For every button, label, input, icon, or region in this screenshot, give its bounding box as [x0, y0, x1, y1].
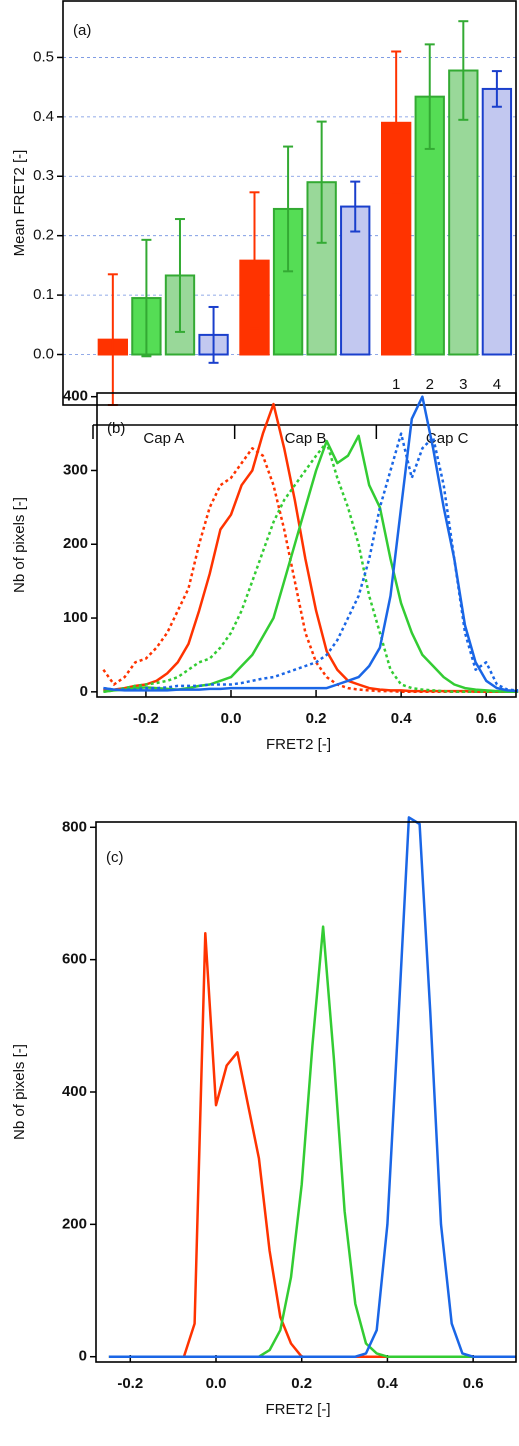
y-tick-label: 600 — [62, 951, 87, 968]
series-label: 1 — [392, 376, 400, 393]
y-tick-label: 800 — [62, 818, 87, 835]
series-label: 4 — [493, 376, 501, 393]
x-tick-label: 0.4 — [391, 710, 413, 727]
panel-label: (a) — [73, 22, 91, 39]
y-tick-label: 0 — [80, 683, 88, 700]
series-label: 2 — [426, 376, 434, 393]
data-line — [108, 931, 516, 1358]
x-tick-label: 0.6 — [463, 1375, 484, 1392]
data-line — [102, 447, 519, 694]
data-line — [103, 402, 519, 694]
bar — [481, 87, 513, 356]
x-tick-label: 0.4 — [377, 1375, 399, 1392]
y-axis-label: Nb of pixels [-] — [11, 497, 28, 593]
plot-frame — [96, 392, 517, 698]
y-tick-label: 400 — [63, 388, 88, 405]
x-tick-label: 0.0 — [221, 710, 242, 727]
x-tick-label: -0.2 — [117, 1375, 143, 1392]
x-axis-label: FRET2 [-] — [266, 736, 331, 753]
y-tick-label: 0.3 — [33, 167, 54, 184]
y-tick-label: 400 — [62, 1083, 87, 1100]
y-tick-label: 0.4 — [33, 108, 54, 125]
x-tick-label: 0.2 — [306, 710, 327, 727]
y-axis-label: Nb of pixels [-] — [11, 1044, 28, 1140]
y-tick-label: 0 — [79, 1348, 87, 1365]
x-tick-label: -0.2 — [133, 710, 159, 727]
data-line — [103, 395, 519, 693]
plot-frame — [62, 0, 517, 406]
y-tick-label: 300 — [63, 461, 88, 478]
x-tick-label: 0.6 — [476, 710, 497, 727]
category-label: Cap B — [285, 430, 327, 447]
data-line — [103, 432, 519, 692]
x-tick-label: 0.0 — [206, 1375, 227, 1392]
y-tick-label: 0.1 — [33, 286, 54, 303]
data-line — [108, 816, 516, 1358]
y-tick-label: 100 — [63, 609, 88, 626]
y-tick-label: 200 — [63, 535, 88, 552]
y-tick-label: 0.2 — [33, 227, 54, 244]
y-axis-label: Mean FRET2 [-] — [11, 150, 28, 257]
y-tick-label: 0.5 — [33, 48, 54, 65]
category-label: Cap A — [143, 430, 184, 447]
x-axis-label: FRET2 [-] — [265, 1401, 330, 1418]
plot-frame — [95, 821, 517, 1363]
x-tick-label: 0.2 — [291, 1375, 312, 1392]
y-tick-label: 0.0 — [33, 345, 54, 362]
panel-label: (c) — [106, 849, 124, 866]
category-label: Cap C — [426, 430, 469, 447]
data-line — [108, 925, 516, 1358]
series-label: 3 — [459, 376, 467, 393]
y-tick-label: 200 — [62, 1215, 87, 1232]
panel-label: (b) — [107, 420, 125, 437]
